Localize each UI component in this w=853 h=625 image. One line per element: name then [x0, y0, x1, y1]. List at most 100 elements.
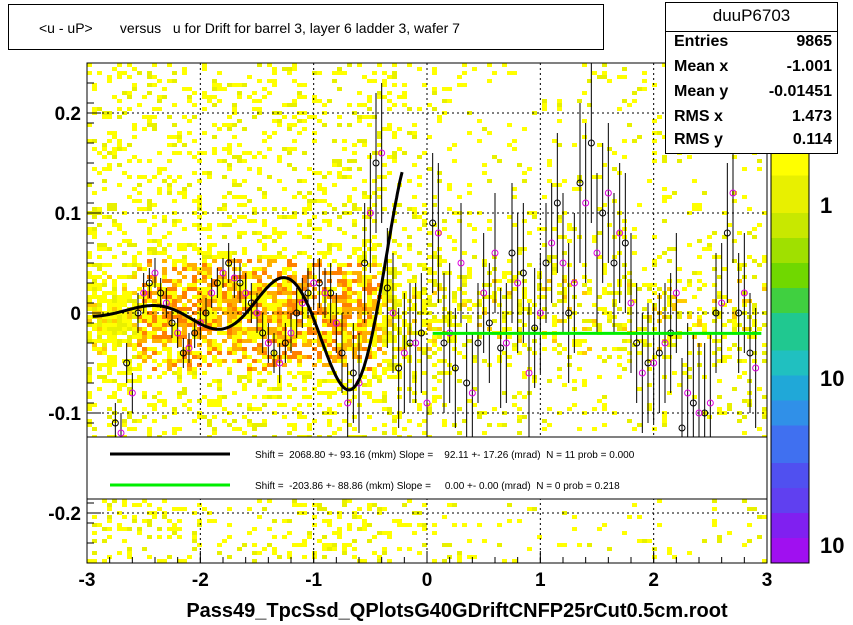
heat-cell: [182, 291, 187, 295]
heat-cell: [112, 355, 117, 359]
heat-cell: [267, 331, 272, 335]
heat-cell: [187, 367, 192, 371]
heat-cell: [107, 503, 112, 507]
heat-cell: [717, 535, 722, 539]
heat-cell: [417, 183, 422, 187]
heat-cell: [207, 339, 212, 343]
heat-cell: [337, 307, 342, 311]
heat-cell: [227, 127, 232, 131]
heat-cell: [427, 255, 432, 259]
heat-cell: [152, 331, 157, 335]
heat-cell: [327, 543, 332, 547]
heat-cell: [562, 319, 567, 323]
heat-cell: [142, 291, 147, 295]
heat-cell: [182, 351, 187, 355]
heat-cell: [112, 359, 117, 363]
heat-cell: [182, 267, 187, 271]
heat-cell: [192, 283, 197, 287]
heat-cell: [282, 323, 287, 327]
heat-cell: [92, 559, 97, 563]
heat-cell: [422, 203, 427, 207]
heat-cell: [197, 335, 202, 339]
heat-cell: [392, 363, 397, 367]
heat-cell: [482, 127, 487, 131]
heat-cell: [292, 423, 297, 427]
heat-cell: [182, 315, 187, 319]
heat-cell: [467, 223, 472, 227]
heat-cell: [177, 271, 182, 275]
heat-cell: [177, 175, 182, 179]
heat-cell: [357, 271, 362, 275]
heat-cell: [647, 315, 652, 319]
heat-cell: [182, 307, 187, 311]
heat-cell: [247, 423, 252, 427]
heat-cell: [407, 247, 412, 251]
heat-cell: [227, 147, 232, 151]
heat-cell: [122, 299, 127, 303]
heat-cell: [502, 311, 507, 315]
heat-cell: [282, 335, 287, 339]
heat-cell: [217, 387, 222, 391]
heat-cell: [117, 243, 122, 247]
colorbar-band: [771, 225, 809, 239]
heat-cell: [497, 303, 502, 307]
heat-cell: [172, 71, 177, 75]
heat-cell: [137, 503, 142, 507]
heat-cell: [97, 375, 102, 379]
heat-cell: [242, 215, 247, 219]
heat-cell: [742, 195, 747, 199]
heat-cell: [552, 263, 557, 267]
heat-cell: [547, 163, 552, 167]
heat-cell: [737, 231, 742, 235]
heat-cell: [227, 279, 232, 283]
heat-cell: [217, 303, 222, 307]
heat-cell: [342, 499, 347, 503]
heat-cell: [312, 295, 317, 299]
heat-cell: [417, 291, 422, 295]
heat-cell: [652, 235, 657, 239]
heat-cell: [292, 387, 297, 391]
heat-cell: [377, 399, 382, 403]
heat-cell: [457, 303, 462, 307]
heat-cell: [237, 347, 242, 351]
data-point: [236, 279, 244, 287]
heat-cell: [107, 339, 112, 343]
heat-cell: [127, 315, 132, 319]
heat-cell: [167, 279, 172, 283]
heat-cell: [117, 63, 122, 67]
heat-cell: [257, 255, 262, 259]
heat-cell: [307, 403, 312, 407]
heat-cell: [92, 83, 97, 87]
heat-cell: [547, 255, 552, 259]
heat-cell: [297, 251, 302, 255]
heat-cell: [347, 279, 352, 283]
heat-cell: [167, 187, 172, 191]
heat-cell: [502, 63, 507, 67]
heat-cell: [162, 275, 167, 279]
heat-cell: [262, 311, 267, 315]
data-point: [480, 289, 488, 297]
heat-cell: [227, 295, 232, 299]
heat-cell: [112, 499, 117, 503]
heat-cell: [117, 343, 122, 347]
heat-cell: [522, 219, 527, 223]
heat-cell: [417, 403, 422, 407]
colorbar-band: [771, 463, 809, 476]
heat-cell: [682, 299, 687, 303]
heat-cell: [197, 503, 202, 507]
heat-cell: [582, 135, 587, 139]
heat-cell: [417, 423, 422, 427]
heat-cell: [557, 319, 562, 323]
heat-cell: [382, 423, 387, 427]
heat-cell: [327, 423, 332, 427]
heat-cell: [367, 331, 372, 335]
heat-cell: [362, 519, 367, 523]
heat-cell: [132, 427, 137, 431]
data-point: [587, 139, 595, 147]
heat-cell: [122, 499, 127, 503]
heat-cell: [387, 411, 392, 415]
heat-cell: [332, 163, 337, 167]
heat-cell: [207, 403, 212, 407]
heat-cell: [542, 287, 547, 291]
heat-cell: [87, 307, 92, 311]
